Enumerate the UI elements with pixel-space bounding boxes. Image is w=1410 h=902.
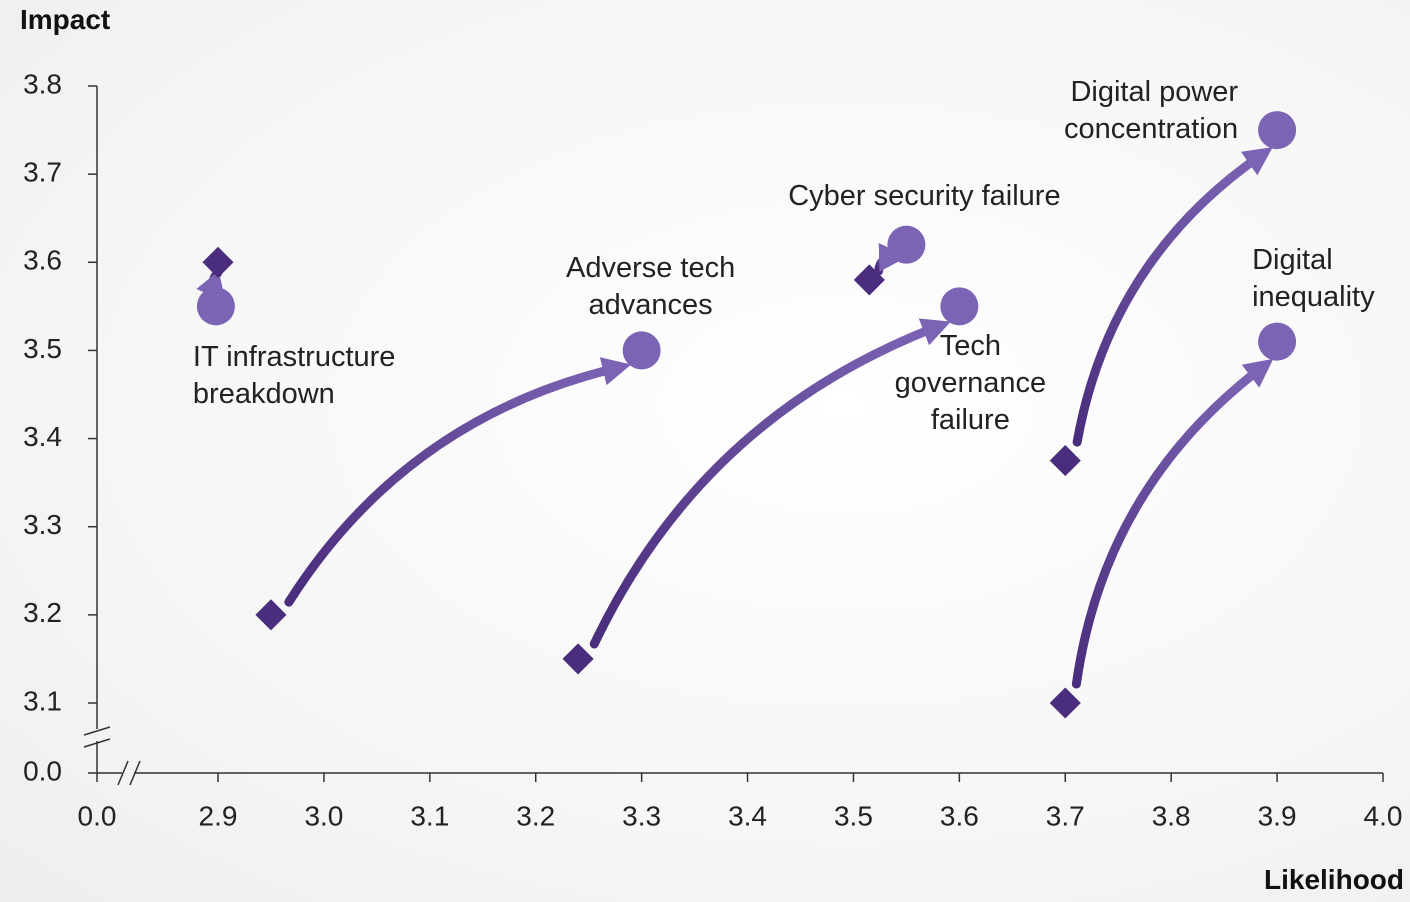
x-tick-label: 3.8 [1152,800,1191,831]
previous-position [1049,687,1081,719]
x-tick-label: 3.9 [1258,800,1297,831]
y-tick-label: 3.4 [23,421,62,452]
previous-position [562,643,594,675]
x-tick-label: 3.0 [304,800,343,831]
current-position [887,225,926,264]
y-tick-label: 3.6 [23,245,62,276]
point-label: Adverse tech advances [565,252,736,322]
y-tick-label: 3.1 [23,685,62,716]
arrow [1071,358,1274,689]
point-label: Cyber security failure [788,179,1061,212]
y-tick-label: 3.7 [23,157,62,188]
point-label: Digital power concentration [1063,76,1239,146]
point-label: Tech governance failure [894,330,1047,437]
x-tick-label: 3.2 [516,800,555,831]
axis-break [129,760,141,786]
previous-position [255,599,287,631]
current-position [940,287,979,326]
previous-position [202,246,234,278]
y-tick-label: 3.8 [23,68,62,99]
current-position [622,331,661,370]
arrow [284,357,632,607]
x-tick-label: 0.0 [78,800,117,831]
x-tick-label: 3.1 [410,800,449,831]
x-tick-label: 3.6 [940,800,979,831]
x-axis-title: Likelihood [1264,864,1404,895]
x-tick-label: 3.5 [834,800,873,831]
arrow [1072,147,1273,447]
y-tick-label: 3.5 [23,333,62,364]
previous-position [1049,445,1081,477]
current-position [1258,322,1297,361]
axis-break [83,738,111,748]
y-axis-title: Impact [20,4,111,35]
x-tick-label: 3.4 [728,800,767,831]
y-tick-label: 3.3 [23,509,62,540]
current-position [1258,111,1297,150]
arrow [874,243,908,276]
axis-break [83,726,111,736]
x-tick-label: 3.3 [622,800,661,831]
x-tick-label: 4.0 [1364,800,1403,831]
arrow [589,318,951,649]
previous-position [853,264,885,296]
x-tick-label: 2.9 [199,800,238,831]
current-position [196,287,235,326]
x-tick-label: 3.7 [1046,800,1085,831]
axis-break [117,760,129,786]
point-label: IT infrastructure breakdown [192,341,396,411]
y-tick-label: 3.2 [23,597,62,628]
point-label: Digital inequality [1252,243,1375,313]
y-tick-label: 0.0 [23,755,62,786]
